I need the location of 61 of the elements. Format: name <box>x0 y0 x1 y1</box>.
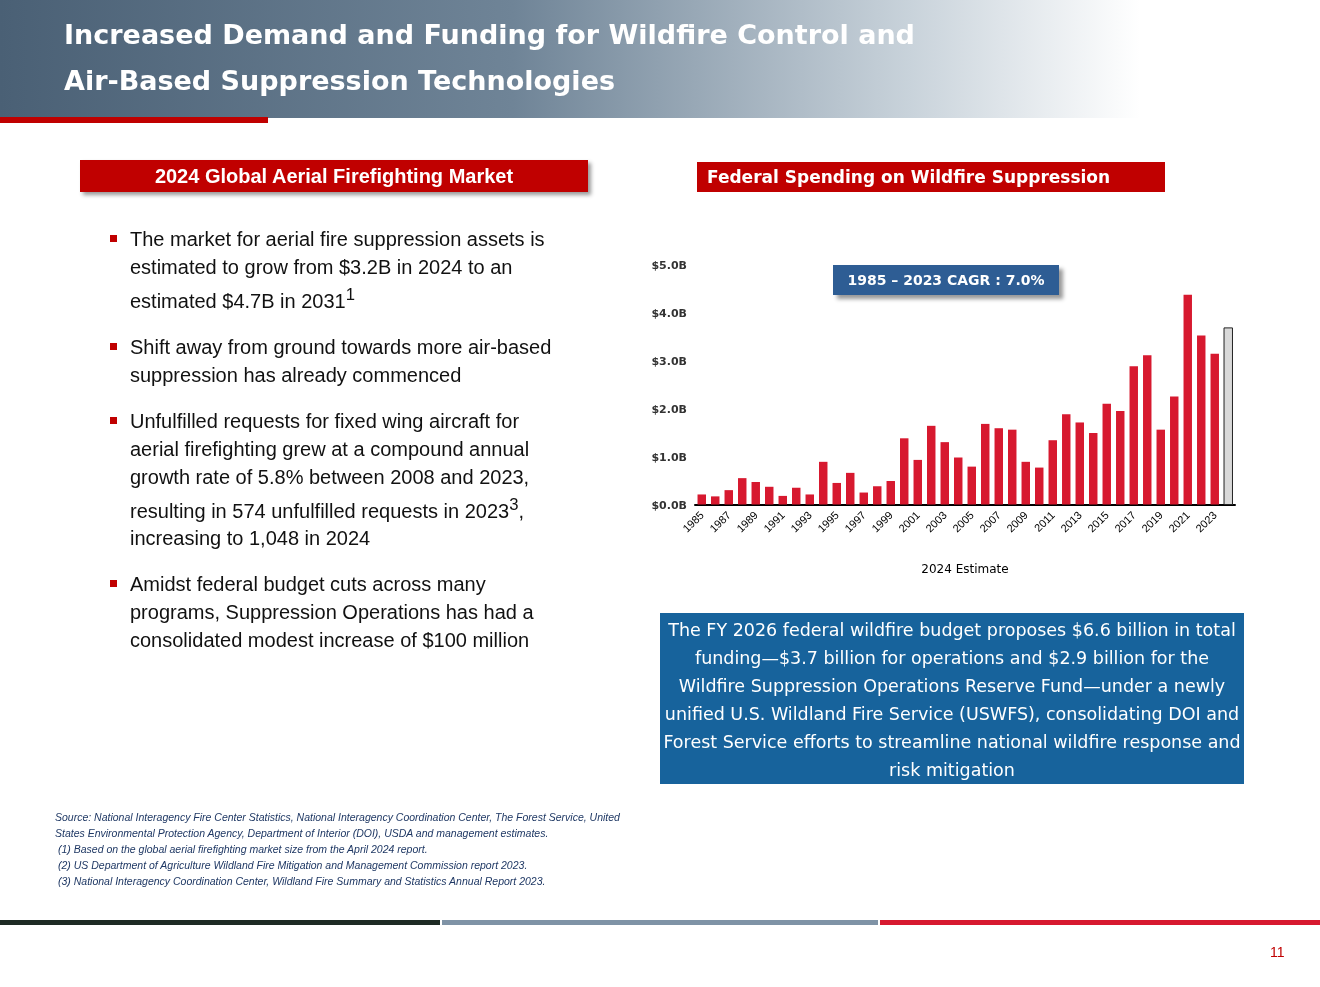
bar <box>1062 414 1071 505</box>
x-axis-title: 2024 Estimate <box>921 562 1009 576</box>
bar <box>832 482 841 505</box>
bar <box>697 494 706 505</box>
y-tick-label: $1.0B <box>651 450 687 464</box>
bar <box>886 481 895 505</box>
bar <box>1089 433 1098 505</box>
bar <box>778 495 787 505</box>
bar <box>1210 353 1219 505</box>
bar <box>1143 355 1152 505</box>
bar <box>711 496 720 505</box>
text: Unfulfilled requests for fixed wing aircraft for aerial firefighting grew at a compound annual growth rate of 5.8% between 2008 and 2023, resulting in 574 unfulfilled requests in 2023$^{3}$, increasing to 1,048 in 2024 <box>130 409 530 550</box>
bar <box>846 472 855 505</box>
bar <box>859 492 868 505</box>
text: Shift away from ground towards more air-based suppression has already commenced <box>129 334 553 388</box>
bar <box>1102 403 1111 505</box>
bar <box>1008 429 1017 505</box>
bar <box>1223 327 1233 505</box>
source-note: Source: National Interagency Fire Center Statistics, National Interagency Coordination Center, The Forest Service, United States Environmental Protection Agency, Department of Interior (DOI), USDA and management estimates. <box>55 810 621 841</box>
text: Amidst federal budget cuts across many programs, Suppression Operations has had a consolidated modest increase of $100 million <box>129 572 535 654</box>
bar <box>873 486 882 505</box>
bar <box>954 457 963 505</box>
bar <box>913 459 922 505</box>
y-tick-label: $0.0B <box>651 498 687 512</box>
y-tick-label: $5.0B <box>651 258 687 272</box>
bar <box>1075 422 1084 505</box>
bar <box>1021 461 1030 505</box>
bar <box>1129 366 1138 505</box>
bar <box>927 425 936 505</box>
bar <box>805 494 814 505</box>
bar <box>751 481 760 505</box>
bar <box>940 442 949 505</box>
bar <box>724 490 733 505</box>
bar <box>967 466 976 505</box>
text: (2) US Department of Agriculture Wildland Fire Mitigation and Management Commission report 2023. <box>57 858 529 873</box>
bar <box>1170 396 1179 505</box>
text: 11 <box>1270 944 1285 960</box>
y-tick-label: $4.0B <box>651 306 687 320</box>
text: (3) National Interagency Coordination Center, Wildland Fire Summary and Statistics Annual Report 2023. <box>57 874 547 889</box>
bar <box>994 428 1003 505</box>
bar <box>981 423 990 505</box>
text: 2024 Global Aerial Firefighting Market <box>80 160 588 192</box>
bar <box>1156 429 1165 505</box>
text: The market for aerial fire suppression assets is estimated to grow from $3.2B in 2024 to an estimated $4.7B in 2031$^{1}$ <box>129 227 546 314</box>
bar <box>765 486 774 505</box>
annotation: 1985 – 2023 CAGR : 7.0% <box>833 265 1059 295</box>
bar <box>792 487 801 505</box>
text: (1) Based on the global aerial firefighting market size from the April 2024 report. <box>57 842 429 857</box>
y-tick-label: $2.0B <box>651 402 687 416</box>
bar <box>738 478 747 505</box>
bar <box>1197 335 1206 505</box>
bar <box>900 438 909 505</box>
bar <box>1035 467 1044 505</box>
chart-subtitle: Federal Spending on Wildfire Suppression <box>697 162 1165 192</box>
bar <box>1116 410 1125 505</box>
bar <box>1048 440 1057 505</box>
y-tick-label: $3.0B <box>651 354 687 368</box>
text: The FY 2026 federal wildfire budget proposes $6.6 billion in total funding—$3.7 billion for operations and $2.9 billion for the Wildfire Suppression Operations Reserve Fund—under a newly unified U.S. Wildland Fire Service (USWFS), consolidating DOI and Forest Service efforts to streamline national wildfire response and risk mitigation <box>660 613 1244 784</box>
bar <box>819 461 828 505</box>
chart-title: Increased Demand and Funding for Wildfire Control and Air-Based Suppression Technologies <box>0 0 1140 118</box>
bar <box>1183 294 1192 505</box>
